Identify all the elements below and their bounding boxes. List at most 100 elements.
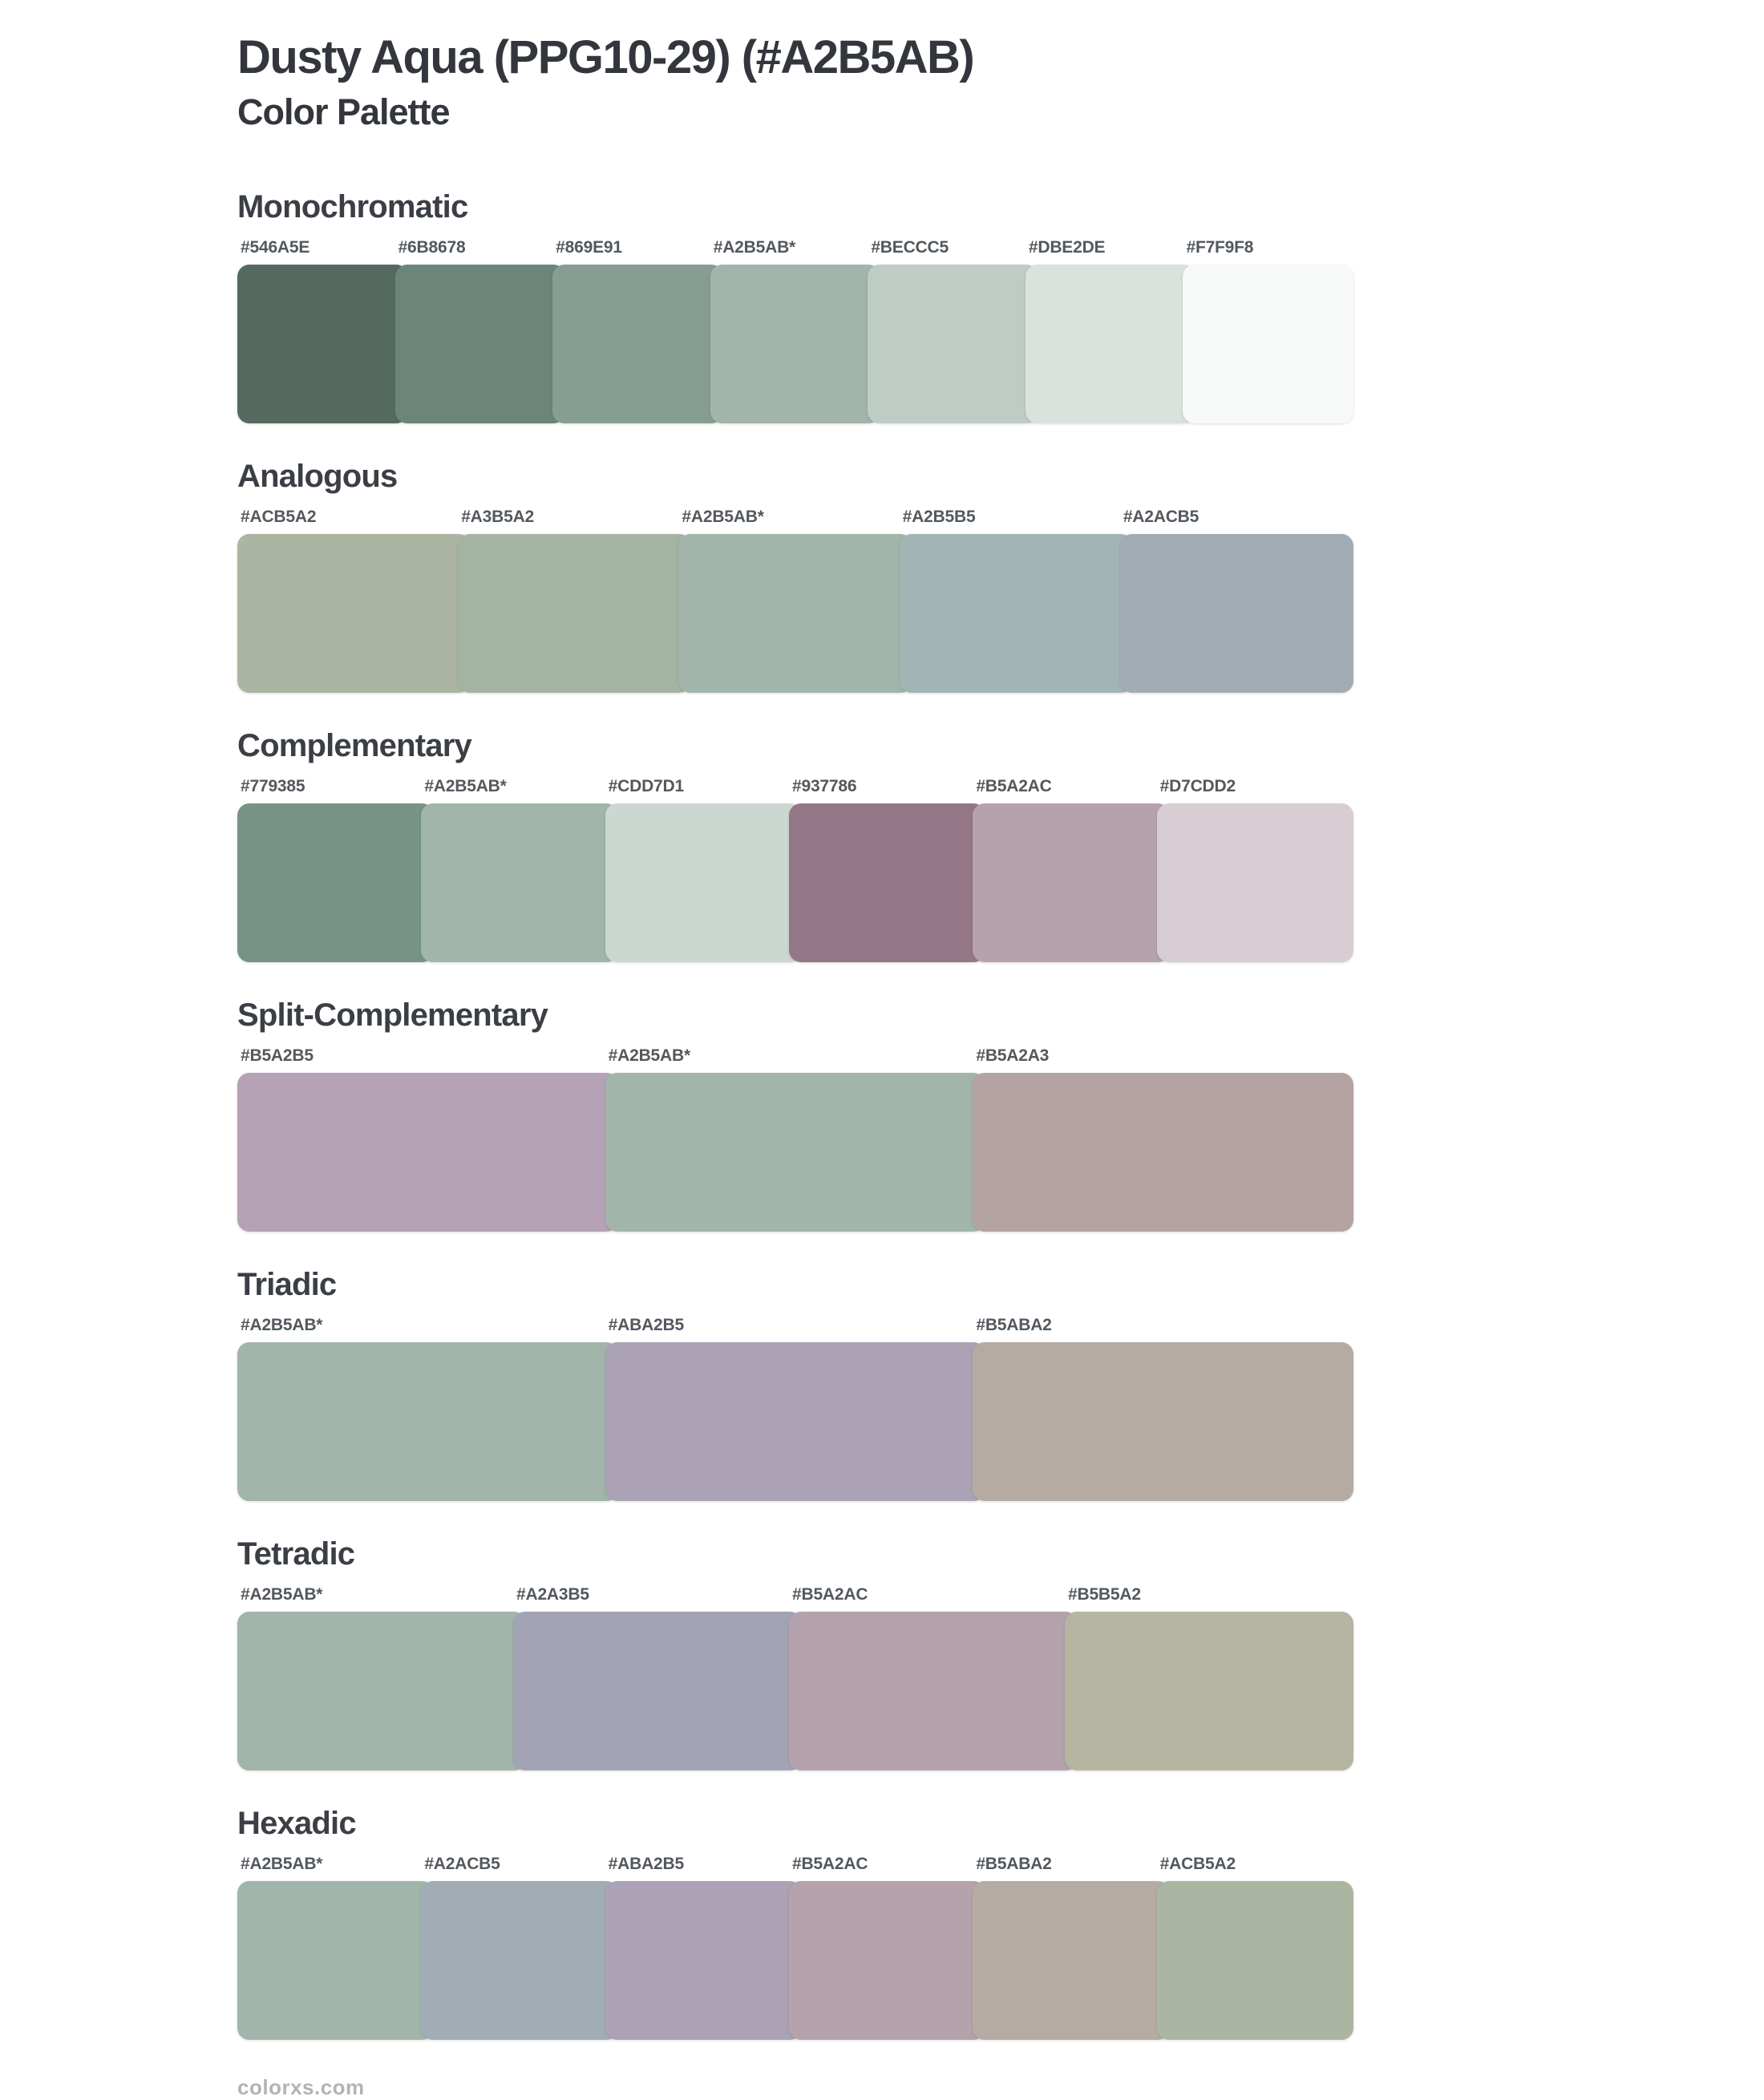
swatch-hex-label: #869E91 [556,237,622,257]
color-swatch[interactable] [605,1341,986,1501]
color-swatch[interactable] [513,1611,802,1770]
swatch-hex-label: #B5A2A3 [976,1046,1050,1065]
color-swatch[interactable] [605,803,802,962]
section-heading: Split-Complementary [237,997,548,1033]
swatch-row: #546A5E #6B8678 #869E91 #A2B5AB* #BECCC5 #DBE… [237,230,1354,423]
color-swatch[interactable] [1119,533,1354,693]
color-swatch[interactable] [1065,1611,1353,1770]
color-swatch[interactable] [1183,264,1354,423]
swatch-cell: #BECCC5 [868,230,1038,423]
color-swatch[interactable] [394,264,566,423]
swatch-hex-label: #CDD7D1 [608,776,685,795]
color-swatch[interactable] [1156,1880,1353,2040]
swatch-cell: #546A5E [237,230,408,423]
swatch-hex-label: #B5ABA2 [976,1854,1052,1873]
color-swatch[interactable] [552,264,723,423]
footer-site-link[interactable]: colorxs.com [237,2074,365,2099]
swatch-hex-label: #A2B5AB* [241,1584,323,1604]
swatch-hex-label: #B5A2AC [976,776,1052,795]
swatch-row: #ACB5A2 #A3B5A2 #A2B5AB* #A2B5B5 #A2ACB5 [237,500,1354,693]
swatch-cell: #ACB5A2 [1156,1847,1353,2040]
page-title: Dusty Aqua (PPG10-29) (#A2B5AB) [237,31,975,83]
color-swatch[interactable] [237,533,471,693]
swatch-cell: #A2B5AB* [237,1577,526,1770]
color-swatch[interactable] [973,1072,1354,1232]
color-swatch[interactable] [789,1611,1078,1770]
swatch-hex-label: #ABA2B5 [608,1854,685,1873]
swatch-cell: #A3B5A2 [458,500,692,693]
swatch-hex-label: #BECCC5 [871,237,949,257]
color-swatch[interactable] [237,803,435,962]
color-swatch[interactable] [973,1880,1170,2040]
swatch-hex-label: #6B8678 [398,237,466,257]
palette-section-hexadic: Hexadic #A2B5AB* #A2ACB5 #ABA2B5 #B5A2AC #B5… [237,1806,1353,2040]
swatch-cell: #779385 [237,769,435,962]
swatch-cell: #6B8678 [394,230,566,423]
section-heading: Analogous [237,458,398,494]
palette-section-split-complementary: Split-Complementary #B5A2B5 #A2B5AB* #B5A2… [237,997,1354,1232]
swatch-cell: #B5A2AC [788,1847,986,2040]
color-swatch[interactable] [421,1880,618,2040]
swatch-cell: #A2B5B5 [899,500,1133,693]
color-swatch[interactable] [605,1072,986,1232]
swatch-hex-label: #779385 [241,776,305,795]
color-swatch[interactable] [237,1880,435,2040]
color-swatch[interactable] [237,1611,526,1770]
swatch-hex-label: #B5B5A2 [1068,1584,1141,1604]
color-swatch[interactable] [868,264,1038,423]
swatch-cell: #B5A2A3 [973,1038,1354,1232]
swatch-hex-label: #A2ACB5 [424,1854,500,1873]
swatch-cell: #B5ABA2 [973,1308,1354,1501]
swatch-hex-label: #B5A2AC [792,1584,868,1604]
swatch-cell: #A2B5AB* [237,1847,435,2040]
swatch-cell: #937786 [788,769,986,962]
color-swatch[interactable] [421,803,618,962]
color-swatch[interactable] [1156,803,1353,962]
color-swatch[interactable] [678,533,912,693]
swatch-row: #B5A2B5 #A2B5AB* #B5A2A3 [237,1038,1354,1232]
swatch-cell: #A2A3B5 [513,1577,802,1770]
palette-sections: Monochromatic #546A5E #6B8678 #869E91 #A2B5… [237,188,1354,2040]
color-swatch[interactable] [973,803,1170,962]
color-swatch[interactable] [237,264,408,423]
swatch-hex-label: #937786 [791,776,857,795]
swatch-row: #A2B5AB* #A2A3B5 #B5A2AC #B5B5A2 [237,1577,1353,1770]
color-swatch[interactable] [788,803,986,962]
swatch-hex-label: #B5ABA2 [976,1315,1052,1334]
swatch-cell: #ACB5A2 [237,500,471,693]
swatch-cell: #B5A2AC [789,1577,1078,1770]
color-swatch[interactable] [710,264,881,423]
page-subtitle: Color Palette [237,91,451,132]
color-swatch[interactable] [237,1341,618,1501]
swatch-row: #779385 #A2B5AB* #CDD7D1 #937786 #B5A2AC #D7C… [237,769,1353,962]
swatch-cell: #B5B5A2 [1065,1577,1353,1770]
color-swatch[interactable] [788,1880,986,2040]
swatch-hex-label: #A2B5AB* [424,776,507,795]
palette-section-triadic: Triadic #A2B5AB* #ABA2B5 #B5ABA2 [237,1266,1354,1501]
swatch-hex-label: #D7CDD2 [1159,776,1236,795]
section-heading: Tetradic [237,1536,355,1572]
swatch-row: #A2B5AB* #ABA2B5 #B5ABA2 [237,1308,1354,1501]
swatch-hex-label: #A2A3B5 [516,1584,589,1604]
section-heading: Monochromatic [237,188,468,225]
swatch-cell: #ABA2B5 [605,1308,986,1501]
swatch-hex-label: #ACB5A2 [241,507,317,526]
color-swatch[interactable] [973,1341,1354,1501]
section-heading: Triadic [237,1266,337,1302]
swatch-cell: #A2B5AB* [710,230,881,423]
swatch-cell: #ABA2B5 [605,1847,802,2040]
color-swatch[interactable] [605,1880,802,2040]
swatch-hex-label: #A3B5A2 [461,507,535,526]
color-swatch[interactable] [899,533,1133,693]
palette-section-tetradic: Tetradic #A2B5AB* #A2A3B5 #B5A2AC #B5B5A2 [237,1536,1353,1770]
color-swatch[interactable] [458,533,692,693]
swatch-hex-label: #ABA2B5 [608,1315,685,1334]
swatch-hex-label: #DBE2DE [1028,237,1106,257]
swatch-cell: #B5ABA2 [973,1847,1170,2040]
color-swatch[interactable] [1025,264,1196,423]
swatch-hex-label: #F7F9F8 [1186,237,1254,257]
color-swatch[interactable] [237,1072,618,1232]
swatch-cell: #A2B5AB* [237,1308,618,1501]
swatch-cell: #D7CDD2 [1156,769,1353,962]
swatch-cell: #A2B5AB* [678,500,912,693]
